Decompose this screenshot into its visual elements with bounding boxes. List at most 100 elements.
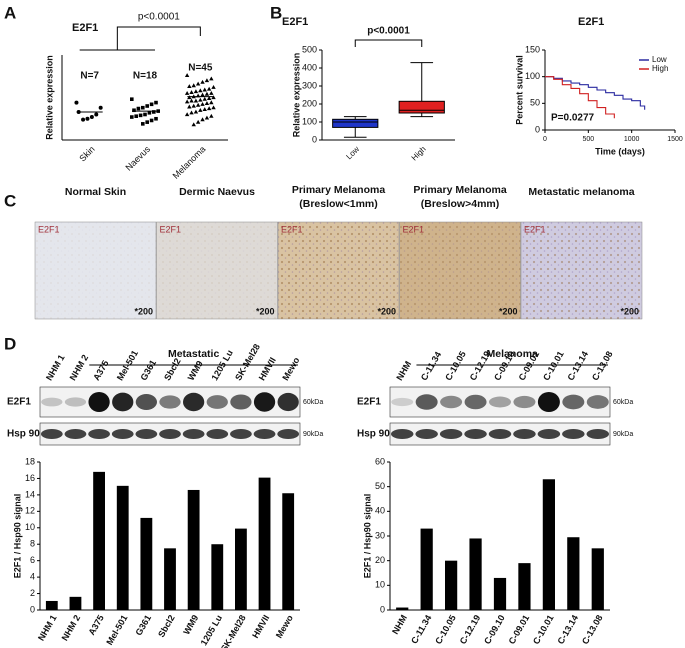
y-tick-label: 400 (302, 62, 317, 72)
bar (469, 538, 482, 610)
panel-letter: C (4, 191, 16, 210)
x-tick-label: C-10.05 (433, 613, 458, 646)
dot (195, 81, 201, 86)
bar (518, 563, 531, 610)
bracket (354, 39, 423, 47)
band (277, 392, 299, 412)
bar (591, 548, 604, 610)
dot (206, 86, 212, 91)
y-axis-label: E2F1 / Hsp90 signal (362, 494, 372, 579)
dot (141, 122, 145, 126)
group-label: Melanoma (487, 348, 539, 360)
lane-label: C-11.34 (419, 350, 443, 382)
band (41, 397, 63, 407)
band (253, 392, 276, 412)
x-tick-label: 1205 Lu (199, 613, 224, 647)
lane-label: C-10.05 (443, 349, 468, 382)
band (513, 395, 536, 409)
x-tick-label: NHM (390, 613, 409, 636)
x-tick-label: 0 (543, 136, 547, 143)
dot (202, 107, 207, 111)
dot (206, 106, 212, 111)
histology-cells (156, 222, 278, 319)
band (586, 395, 609, 409)
band (88, 429, 110, 439)
dot (143, 112, 147, 117)
lane-label: C-10.01 (541, 349, 566, 382)
dot (145, 120, 149, 124)
blot-size: 60kDa (303, 399, 323, 406)
bar (187, 489, 200, 610)
dot (209, 100, 214, 105)
band (206, 429, 229, 439)
band (489, 396, 511, 408)
band (586, 429, 610, 439)
y-tick-label: 50 (375, 481, 385, 491)
box (398, 100, 445, 114)
histology-cells (35, 222, 156, 319)
histology-cells (521, 222, 642, 319)
histology-title: Dermic Naevus (179, 186, 255, 198)
x-tick-label: 1500 (667, 136, 683, 143)
x-tick-label: C-13.08 (580, 613, 605, 646)
bar (445, 560, 458, 610)
bar (235, 528, 247, 610)
histology-title: (Breslow<1mm) (299, 198, 377, 210)
x-tick-label: Skin (77, 144, 96, 163)
x-tick-label: High (410, 145, 428, 163)
chart-title: E2F1 (282, 16, 308, 28)
band (415, 394, 438, 410)
dot (200, 79, 205, 84)
dot (191, 83, 196, 88)
band (562, 394, 585, 410)
survival-curve (545, 76, 615, 119)
y-tick-label: 14 (25, 489, 35, 499)
n-label: N=7 (80, 71, 99, 82)
dot (184, 90, 190, 95)
band (440, 395, 463, 409)
band (415, 429, 438, 439)
bar (164, 548, 176, 610)
x-tick-label: NHM 2 (60, 613, 83, 642)
histology-cells (399, 222, 521, 319)
legend-label: High (652, 64, 668, 73)
histology-title: Primary Melanoma (413, 184, 507, 196)
x-tick-label: NHM 1 (36, 613, 59, 642)
bar (396, 607, 409, 610)
x-tick-label: A375 (86, 613, 105, 637)
dot (209, 113, 214, 118)
annotation: p<0.0001 (138, 12, 180, 23)
dot (198, 97, 203, 102)
y-axis-label: E2F1 / Hsp90 signal (12, 494, 22, 579)
band (40, 429, 63, 439)
dot (154, 116, 158, 121)
band (88, 392, 110, 412)
y-tick-label: 60 (375, 456, 385, 466)
annotation: p<0.0001 (367, 26, 410, 37)
y-axis-label: Relative expression (44, 55, 54, 140)
bar (69, 596, 82, 610)
blot-size: 90kDa (303, 431, 323, 438)
bar (420, 528, 433, 610)
bar (211, 544, 224, 610)
stain-label: E2F1 (38, 224, 60, 234)
n-label: N=18 (133, 71, 158, 82)
dot (211, 105, 216, 110)
lane-label: A375 (91, 359, 110, 383)
blot-row-label: Hsp 90 (7, 429, 40, 440)
band (488, 429, 512, 439)
x-tick-label: G361 (133, 613, 153, 637)
dot (189, 90, 194, 94)
dot (204, 78, 210, 83)
dot (141, 105, 145, 110)
dot (209, 90, 214, 95)
magnification: *200 (499, 306, 518, 316)
dot (187, 104, 192, 109)
blot-row-label: Hsp 90 (357, 429, 390, 440)
band (390, 429, 414, 439)
x-tick-label: WM9 (181, 613, 200, 636)
dot (198, 107, 203, 112)
dot (187, 84, 192, 89)
band (135, 429, 158, 439)
y-tick-label: 100 (302, 116, 317, 126)
